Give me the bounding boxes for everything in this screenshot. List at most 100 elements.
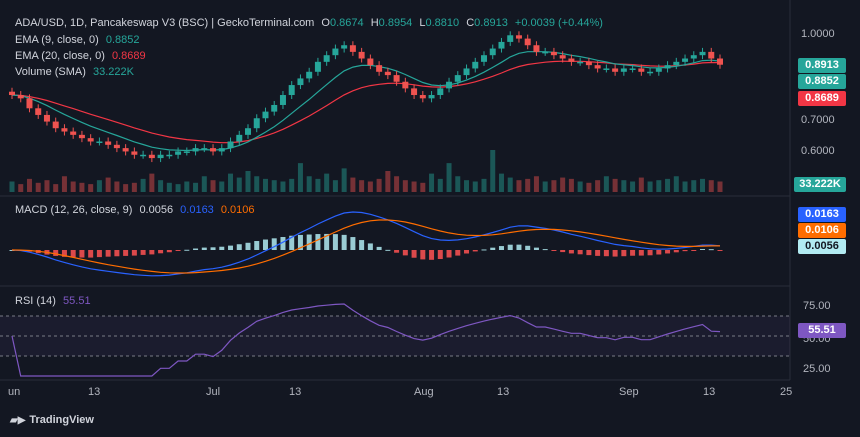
volume-bar bbox=[507, 177, 513, 192]
volume-legend[interactable]: Volume (SMA) 33.222K bbox=[15, 65, 138, 79]
candle-body bbox=[166, 154, 173, 157]
rsi-legend[interactable]: RSI (14) 55.51 bbox=[15, 294, 95, 308]
macd-histogram-bar bbox=[341, 234, 347, 250]
tradingview-logo[interactable]: ▰▶ TradingView bbox=[10, 414, 94, 426]
macd-histogram-bar bbox=[332, 234, 338, 250]
macd-histogram-bar bbox=[656, 250, 662, 255]
candle-body bbox=[437, 88, 444, 96]
macd-histogram-bar bbox=[638, 250, 644, 256]
macd-histogram-bar bbox=[158, 250, 164, 254]
candle-body bbox=[690, 55, 697, 59]
volume-bar bbox=[481, 178, 487, 192]
candle-body bbox=[699, 51, 706, 56]
macd-line-value: 0.0163 bbox=[180, 204, 214, 216]
candle-body bbox=[227, 141, 234, 149]
macd-histogram-bar bbox=[402, 250, 408, 256]
volume-bar bbox=[612, 178, 618, 192]
rsi-label: RSI (14) bbox=[15, 295, 56, 307]
candle-body bbox=[17, 95, 24, 99]
macd-histogram-bar bbox=[481, 249, 487, 251]
volume-bar bbox=[551, 180, 557, 192]
macd-histogram-bar bbox=[219, 246, 225, 250]
change-value: +0.0039 (+0.44%) bbox=[514, 17, 603, 29]
macd-histogram-bar bbox=[455, 250, 461, 256]
candle-body bbox=[411, 88, 418, 96]
macd-histogram-bar bbox=[350, 237, 356, 250]
macd-histogram-bar bbox=[236, 244, 242, 250]
macd-histogram-bar bbox=[673, 250, 679, 253]
volume-bar bbox=[437, 178, 443, 192]
macd-histogram-bar bbox=[577, 250, 583, 255]
volume-bar bbox=[472, 181, 478, 192]
candle-body bbox=[341, 45, 348, 49]
candle-body bbox=[131, 151, 138, 155]
macd-histogram-bar bbox=[175, 250, 181, 251]
volume-bar bbox=[350, 177, 356, 192]
candle-body bbox=[358, 51, 365, 59]
candle-body bbox=[585, 61, 592, 66]
macd-histogram-bar bbox=[437, 250, 443, 260]
macd-histogram-bar bbox=[193, 248, 199, 250]
candle-body bbox=[332, 48, 339, 56]
macd-hist-tag: 0.0056 bbox=[798, 239, 846, 254]
candle-body bbox=[157, 154, 164, 159]
open-value: 0.8674 bbox=[329, 17, 364, 29]
candle-body bbox=[122, 148, 129, 152]
volume-bar bbox=[603, 176, 609, 192]
volume-bar bbox=[367, 181, 373, 192]
volume-bar bbox=[61, 176, 67, 192]
candle-body bbox=[314, 61, 321, 72]
volume-bar bbox=[297, 163, 303, 192]
ema20-value: 0.8689 bbox=[111, 50, 146, 62]
macd-histogram-bar bbox=[446, 250, 452, 258]
volume-bar bbox=[708, 180, 714, 192]
macd-signal-line bbox=[11, 219, 720, 274]
macd-legend[interactable]: MACD (12, 26, close, 9) 0.0056 0.0163 0.… bbox=[15, 203, 259, 217]
tradingview-label: TradingView bbox=[29, 414, 94, 426]
close-label: C bbox=[466, 17, 475, 29]
macd-histogram-bar bbox=[131, 250, 137, 256]
ema9-legend[interactable]: EMA (9, close, 0) 0.8852 bbox=[15, 33, 143, 47]
macd-histogram-bar bbox=[61, 250, 67, 257]
rsi-tag: 55.51 bbox=[798, 323, 846, 338]
candle-body bbox=[673, 61, 680, 66]
volume-bar bbox=[88, 184, 94, 192]
volume-bar bbox=[79, 182, 85, 192]
macd-histogram-bar bbox=[621, 250, 627, 257]
macd-histogram-bar bbox=[297, 234, 303, 250]
volume-bar bbox=[595, 180, 601, 192]
volume-bar bbox=[324, 173, 330, 192]
price-axis-label: 1.0000 bbox=[801, 28, 835, 40]
candle-body bbox=[428, 95, 435, 99]
volume-bar bbox=[35, 182, 41, 192]
candle-body bbox=[594, 65, 601, 69]
candle-body bbox=[446, 81, 453, 89]
candle-body bbox=[376, 65, 383, 72]
macd-histogram-bar bbox=[359, 240, 365, 250]
candle-body bbox=[550, 51, 557, 56]
candle-body bbox=[463, 68, 470, 76]
macd-histogram-bar bbox=[429, 250, 435, 260]
macd-histogram-bar bbox=[140, 250, 146, 255]
candle-body bbox=[70, 131, 77, 135]
candle-body bbox=[140, 154, 147, 157]
x-tick: 13 bbox=[289, 386, 302, 398]
candle-body bbox=[577, 61, 584, 64]
macd-histogram-bar bbox=[166, 250, 172, 253]
x-tick: 13 bbox=[88, 386, 101, 398]
candle-body bbox=[262, 111, 269, 119]
volume-value: 33.222K bbox=[92, 66, 134, 78]
candle-body bbox=[105, 141, 112, 145]
ema20-line bbox=[11, 60, 721, 144]
candle-body bbox=[402, 81, 409, 89]
volume-bar bbox=[586, 182, 592, 192]
candle-body bbox=[489, 48, 496, 56]
macd-histogram-bar bbox=[700, 248, 706, 250]
volume-bar bbox=[533, 176, 539, 192]
candle-body bbox=[515, 35, 522, 39]
macd-histogram-bar bbox=[411, 250, 417, 258]
candle-body bbox=[481, 55, 487, 62]
volume-bar bbox=[193, 182, 199, 192]
ema20-legend[interactable]: EMA (20, close, 0) 0.8689 bbox=[15, 49, 150, 63]
